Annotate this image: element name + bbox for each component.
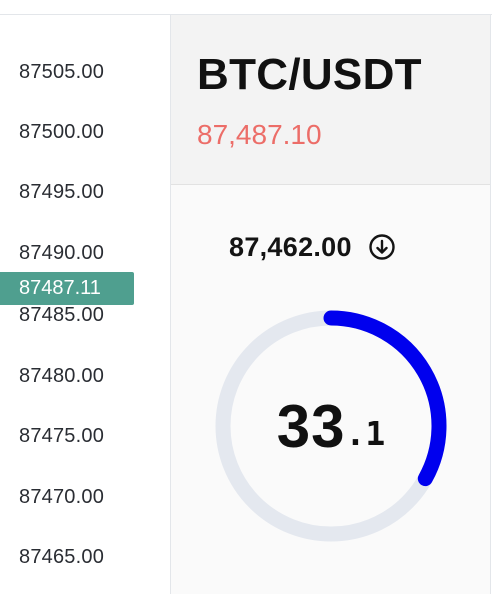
panel-edge [490,15,491,594]
price-axis-tick: 87495.00 [19,181,105,203]
gauge-panel: 87,462.00 33 .1 [171,185,490,594]
ticker-header: BTC/USDT 87,487.10 [171,15,490,185]
gauge-value: 33 .1 [215,310,447,542]
price-axis-tick: 87470.00 [19,486,105,508]
pair-title[interactable]: BTC/USDT [197,50,422,99]
reference-price-row: 87,462.00 [229,229,396,265]
price-axis-tick: 87465.00 [19,546,105,568]
gauge-ring [215,310,447,542]
arrow-down-circle-icon[interactable] [368,233,396,261]
price-axis-tick: 87490.00 [19,242,105,264]
price-axis-tick: 87480.00 [19,365,105,387]
gauge-value-decimal: .1 [345,413,386,453]
last-price: 87,487.10 [197,119,322,150]
current-price-tag: 87487.11 [0,272,134,305]
gauge-value-integer: 33 [276,392,346,460]
panel-divider [170,15,171,594]
top-divider [0,14,492,15]
price-axis-tick: 87505.00 [19,61,105,83]
reference-price: 87,462.00 [229,231,352,262]
price-axis-tick: 87500.00 [19,121,105,143]
gauge-arc [323,310,447,487]
price-axis-tick: 87475.00 [19,425,105,447]
price-axis-tick: 87485.00 [19,304,105,326]
